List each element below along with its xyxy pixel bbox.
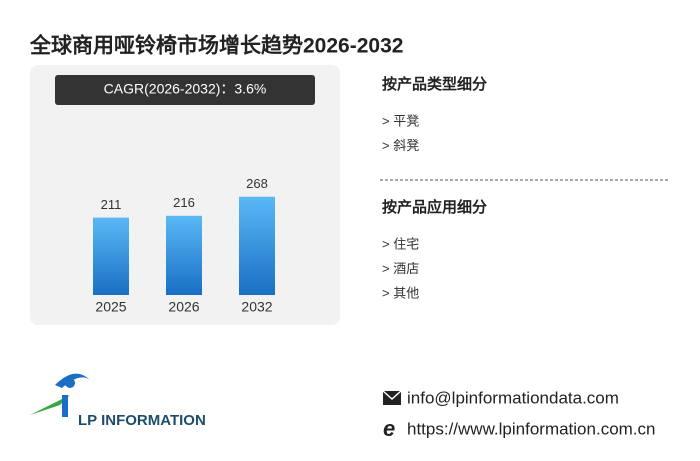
bar	[239, 196, 275, 295]
web-icon: e	[383, 416, 395, 441]
segment-item: > 住宅	[382, 236, 419, 251]
x-tick-label: 2026	[168, 299, 199, 315]
bar	[93, 217, 129, 295]
logo-text: LP INFORMATION	[78, 412, 206, 429]
value-label: 211	[101, 197, 122, 212]
segment-item: > 平凳	[382, 113, 419, 128]
segment-item: > 斜凳	[382, 138, 419, 153]
value-label: 216	[173, 195, 195, 210]
x-tick-label: 2032	[241, 299, 272, 315]
website: https://www.lpinformation.com.cn	[407, 419, 655, 438]
logo: LP INFORMATION	[30, 373, 206, 429]
cagr-box	[55, 75, 315, 105]
bar	[166, 215, 202, 295]
segment-heading: 按产品应用细分	[382, 198, 487, 216]
cagr-label: CAGR(2026-2032)：3.6%	[104, 81, 267, 97]
value-label: 268	[246, 176, 268, 191]
segment-item: > 酒店	[382, 261, 419, 276]
segment-heading: 按产品类型细分	[382, 75, 487, 93]
page-title: 全球商用哑铃椅市场增长趋势2026-2032	[29, 34, 403, 58]
email: info@lpinformationdata.com	[407, 388, 619, 407]
segment-item: > 其他	[382, 285, 419, 300]
email-icon	[382, 390, 402, 405]
x-tick-label: 2025	[95, 299, 126, 315]
